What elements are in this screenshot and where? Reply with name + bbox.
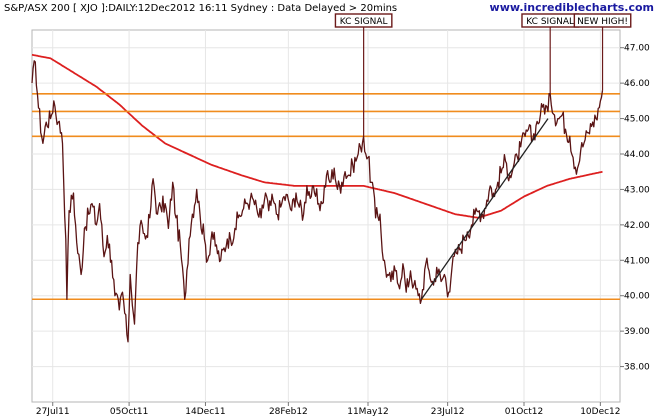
- watermark-link[interactable]: www.incrediblecharts.com: [490, 1, 654, 14]
- y-tick-label: 43.00: [624, 185, 650, 195]
- y-tick-label: 39.00: [624, 327, 650, 337]
- x-tick-label: 28Feb12: [269, 407, 308, 417]
- x-tick-label: 01Oct12: [505, 407, 543, 417]
- chart-title: S&P/ASX 200 [ XJO ]:DAILY:12Dec2012 16:1…: [4, 3, 397, 14]
- y-tick-label: 41.00: [624, 256, 650, 266]
- y-tick-label: 45.00: [624, 115, 650, 125]
- x-tick-label: 23Jul12: [431, 407, 465, 417]
- x-tick-label: 27Jul11: [36, 407, 70, 417]
- y-axis: 38.00 39.00 40.00 41.00 42.00 43.00 44.00 45.00…: [620, 44, 650, 373]
- plot-frame: [31, 29, 621, 403]
- x-tick-label: 14Dec11: [185, 407, 225, 417]
- annotation-label: NEW HIGH!: [577, 17, 628, 27]
- annotation-box: [573, 13, 632, 28]
- x-tick-label: 10Dec12: [580, 407, 620, 417]
- trendlines: [420, 118, 549, 300]
- y-tick-label: 40.00: [624, 292, 650, 302]
- annotation: NEW HIGH!: [573, 13, 632, 91]
- y-tick-label: 46.00: [624, 79, 650, 89]
- x-tick-label: 05Oct11: [110, 407, 148, 417]
- x-tick-label: 11May12: [347, 407, 389, 417]
- annotation-label: KC SIGNAL: [340, 17, 388, 27]
- grid: [32, 30, 620, 402]
- y-tick-label: 42.00: [624, 221, 650, 231]
- x-axis: 27Jul11 05Oct11 14Dec11 28Feb12 11May12 23Jul…: [36, 402, 621, 417]
- annotations: KC SIGNAL KC SIGNAL NEW HIGH!: [334, 13, 632, 137]
- y-tick-label: 44.00: [624, 150, 650, 160]
- y-tick-label: 47.00: [624, 44, 650, 54]
- price-series: [31, 60, 604, 343]
- annotation-box: [334, 13, 393, 28]
- trendline: [420, 118, 549, 300]
- y-tick-label: 38.00: [624, 363, 650, 373]
- annotation: KC SIGNAL: [334, 13, 393, 137]
- annotation-label: KC SIGNAL: [526, 17, 574, 27]
- price-line: [31, 60, 604, 343]
